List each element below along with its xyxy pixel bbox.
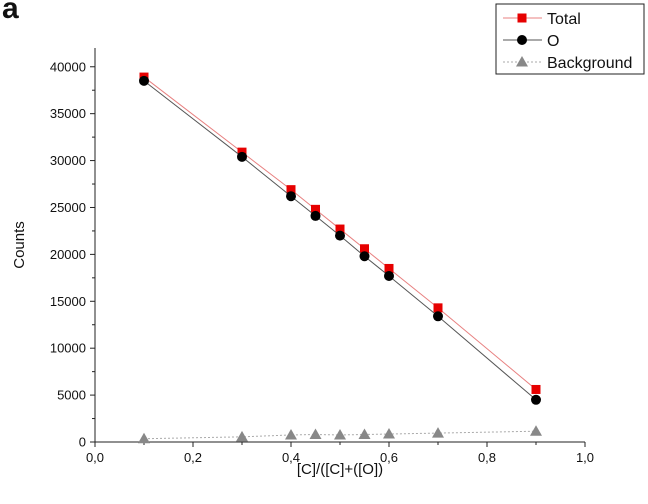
axes: 0,0 0,2 0,4 0,6 0,8 1,0 0 5000 10000 15000 20000 25… xyxy=(50,48,594,465)
data-point xyxy=(358,428,371,439)
legend-marker xyxy=(516,56,528,67)
series-o xyxy=(139,75,541,405)
data-point xyxy=(384,263,394,273)
x-tick-label: 0,2 xyxy=(184,450,202,465)
series-background xyxy=(138,425,542,444)
data-point xyxy=(383,428,395,439)
legend-label: Total xyxy=(547,11,581,28)
data-point xyxy=(359,251,370,262)
x-tick-label: 1,0 xyxy=(576,450,594,465)
legend-label: O xyxy=(547,33,559,50)
data-point xyxy=(433,303,443,313)
y-tick-label: 20000 xyxy=(50,247,86,262)
y-tick-label: 0 xyxy=(79,435,86,450)
legend-label: Background xyxy=(547,55,632,72)
data-point xyxy=(334,428,346,440)
data-point xyxy=(285,428,297,440)
data-point xyxy=(309,428,322,439)
series-layer xyxy=(138,72,542,444)
legend: Total O Background xyxy=(495,3,645,75)
data-point xyxy=(360,244,369,254)
data-point xyxy=(236,430,248,442)
x-tick-label: 0,0 xyxy=(86,450,104,465)
y-tick-label: 10000 xyxy=(50,341,86,356)
legend-marker xyxy=(517,35,527,45)
data-point xyxy=(335,224,345,234)
data-point xyxy=(530,425,542,436)
x-tick-label: 0,6 xyxy=(380,450,398,465)
x-axis-title: [C]/([C]+([O]) xyxy=(297,461,383,478)
x-tick-label: 0,4 xyxy=(282,450,300,465)
y-tick-label: 5000 xyxy=(57,388,86,403)
x-tick-label: 0,8 xyxy=(478,450,496,465)
data-point xyxy=(237,151,247,162)
y-tick-label: 15000 xyxy=(50,294,86,309)
y-tick-label: 40000 xyxy=(50,59,86,74)
y-tick-label: 35000 xyxy=(50,106,86,121)
data-point xyxy=(531,394,541,405)
data-point xyxy=(433,311,443,322)
data-point xyxy=(139,75,149,86)
data-point xyxy=(286,191,296,202)
legend-marker xyxy=(517,13,527,23)
y-axis-title: Counts xyxy=(11,221,28,269)
y-tick-label: 30000 xyxy=(50,153,86,168)
data-point xyxy=(335,230,345,241)
data-point xyxy=(311,204,320,214)
data-point xyxy=(432,427,444,438)
data-point xyxy=(384,270,394,281)
data-point xyxy=(286,185,296,195)
y-tick-label: 25000 xyxy=(50,200,86,215)
data-point xyxy=(138,432,150,444)
panel-label: a xyxy=(2,0,19,25)
data-point xyxy=(310,210,321,221)
data-point xyxy=(531,384,541,394)
